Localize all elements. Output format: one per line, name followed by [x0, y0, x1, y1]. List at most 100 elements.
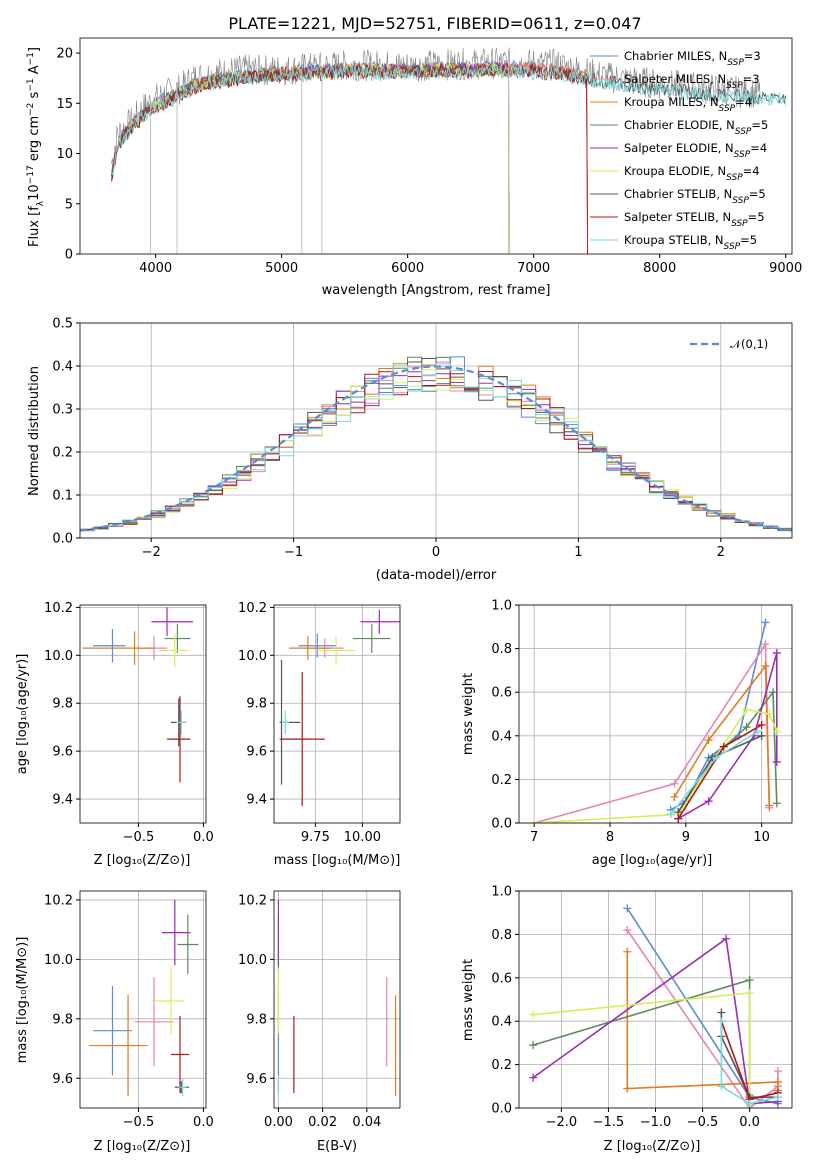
model-spectrum [111, 61, 510, 254]
mass_vs_ebv-panel-plot-area [277, 899, 397, 1097]
mass-weight-point [704, 736, 713, 745]
legend-entry: Salpeter STELIB, NSSP=5 [624, 210, 765, 229]
mass-weight-point [712, 753, 721, 762]
x-tick-label: 2 [717, 545, 725, 560]
y-tick-label: 0.2 [491, 773, 512, 788]
mass-weight-point [722, 934, 731, 943]
y-tick-label: 10.0 [44, 649, 73, 664]
y-tick-label: 10 [56, 147, 73, 162]
model-spectrum [111, 63, 589, 254]
mass_weight_vs_Z-panel-plot-area [529, 904, 782, 1108]
mass-weight-point [769, 688, 778, 697]
mass-weight-point [773, 1093, 782, 1102]
x-tick-label: 9000 [769, 261, 802, 276]
legend-entry: Chabrier MILES, NSSP=3 [624, 49, 761, 68]
y-tick-label: 10.2 [238, 893, 267, 908]
y-tick-label: 0.2 [491, 1058, 512, 1073]
model-spectrum [111, 63, 787, 176]
mass-weight-point [717, 1008, 726, 1017]
residual-histogram [80, 371, 792, 530]
y-axis-label: mass weight [461, 673, 476, 755]
mass-weight-point [529, 1041, 538, 1050]
mass-weight-point [745, 1099, 754, 1108]
mass-weight-point [765, 710, 774, 718]
mass-weight-point [674, 814, 683, 823]
y-tick-label: 10.2 [238, 601, 267, 616]
mass-weight-point [529, 1010, 538, 1019]
mass-weight-point [623, 904, 632, 913]
mass-weight-point [772, 799, 781, 808]
mass-weight-point [742, 705, 751, 714]
mass_vs_Z-panel: −0.5 0.0 9.6 9.8 10.0 10.2 Z [log₁₀(Z/Z⊙)] mass… [15, 890, 214, 1154]
mass-weight-point [670, 779, 679, 788]
legend-entry: Chabrier STELIB, NSSP=5 [624, 187, 766, 206]
mass-weight-point [757, 731, 766, 740]
y-tick-label: 0.8 [491, 642, 512, 657]
mass-weight-point [753, 727, 762, 736]
mass-weight-point [623, 947, 632, 956]
legend-entry: Kroupa ELODIE, NSSP=4 [624, 164, 760, 183]
mass-weight-point [623, 1084, 632, 1093]
y-axis-label: mass weight [461, 959, 476, 1041]
y-tick-label: 10.0 [238, 953, 267, 968]
y-tick-label: 9.8 [246, 1012, 267, 1027]
x-tick-label: 7 [530, 830, 538, 845]
spectrum-panel: 4000 5000 6000 7000 8000 9000 0 5 10 15 20 waveleng… [26, 37, 802, 298]
y-tick-label: 9.8 [52, 1012, 73, 1027]
x-tick-label: −1.5 [593, 1115, 625, 1130]
y-tick-label: 0.3 [52, 403, 73, 418]
y-tick-label: 9.6 [52, 1072, 73, 1087]
mass_weight_vs_Z-panel: −2.0 −1.5 −1.0 −0.5 0.0 0.0 0.2 0.4 0.6 0.8 1.0 Z [… [461, 885, 793, 1154]
x-tick-label: 4000 [139, 261, 172, 276]
mass-weight-point [757, 720, 766, 729]
y-tick-label: 10.0 [238, 649, 267, 664]
age_vs_Z-panel-plot-area [82, 607, 194, 783]
x-tick-label: −1.0 [640, 1115, 672, 1130]
y-tick-label: 5 [65, 197, 73, 212]
axes-frame [79, 322, 793, 539]
spectrum-panel-plot-area [111, 47, 787, 254]
legend-entry: Kroupa MILES, NSSP=4 [624, 95, 752, 114]
mass-weight-point [772, 757, 781, 766]
x-tick-label: 8 [606, 830, 614, 845]
axes-frame [79, 890, 207, 1109]
y-tick-label: 10.0 [44, 953, 73, 968]
legend-entry: 𝒩(0,1) [730, 337, 768, 351]
y-tick-label: 0.4 [491, 1015, 512, 1030]
x-tick-label: 0.00 [264, 1115, 293, 1130]
y-tick-label: 9.4 [52, 793, 73, 808]
axes-frame [273, 604, 401, 824]
legend-entry: Salpeter ELODIE, NSSP=4 [624, 141, 767, 160]
model-spectrum [111, 61, 510, 254]
y-tick-label: 0.6 [491, 971, 512, 986]
x-tick-label: 9 [682, 830, 690, 845]
axes-frame [518, 604, 793, 824]
mass-weight-point [745, 975, 754, 984]
x-axis-label: Z [log₁₀(Z/Z⊙)] [604, 1139, 701, 1154]
mass-weight-point [623, 926, 632, 935]
y-tick-label: 15 [56, 97, 73, 112]
y-tick-label: 9.4 [246, 793, 267, 808]
mass-weight-line [533, 641, 771, 823]
x-tick-label: 0.02 [308, 1115, 337, 1130]
x-tick-label: −2.0 [546, 1115, 578, 1130]
x-axis-label: mass [log₁₀(M/M⊙)] [274, 853, 401, 868]
figure-title: PLATE=1221, MJD=52751, FIBERID=0611, z=0… [228, 14, 641, 33]
x-tick-label: 9.75 [301, 830, 330, 845]
mass-weight-line [677, 724, 763, 820]
axes-frame [273, 890, 401, 1109]
y-tick-label: 0.0 [491, 817, 512, 832]
y-tick-label: 9.8 [52, 697, 73, 712]
residual-panel-plot-area [80, 356, 792, 532]
x-tick-label: 8000 [643, 261, 676, 276]
mass-weight-point [529, 1073, 538, 1082]
legend-entry: Chabrier ELODIE, NSSP=5 [624, 118, 768, 137]
mass_weight_vs_age-panel-plot-area [530, 618, 781, 823]
y-tick-label: 0.1 [52, 489, 73, 504]
x-tick-label: 0.0 [739, 1115, 760, 1130]
y-tick-label: 0.8 [491, 928, 512, 943]
x-axis-label: E(B-V) [317, 1139, 357, 1154]
mass-weight-point [765, 801, 774, 810]
x-axis-label: Z [log₁₀(Z/Z⊙)] [94, 853, 191, 868]
